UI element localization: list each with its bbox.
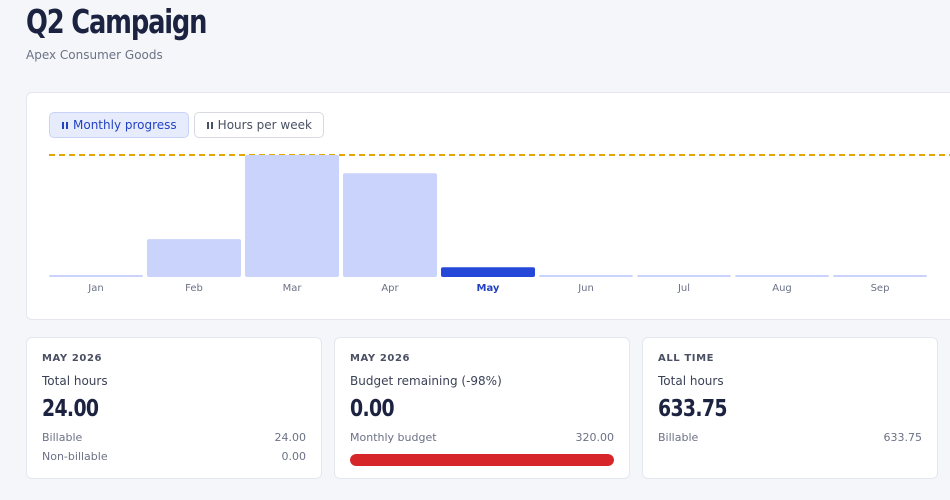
stat-period: MAY 2026 bbox=[350, 353, 411, 364]
row-label: Non-billable bbox=[42, 450, 108, 463]
stat-label: Total hours bbox=[658, 374, 724, 388]
bar-jun[interactable] bbox=[539, 275, 633, 277]
stat-row-non-billable: Non-billable 0.00 bbox=[42, 450, 306, 463]
row-value: 0.00 bbox=[281, 450, 307, 463]
tick-label-sep: Sep bbox=[871, 283, 890, 294]
tick-label-jul: Jul bbox=[677, 283, 690, 294]
stat-value: 24.00 bbox=[42, 396, 99, 422]
budget-progress-bar bbox=[350, 454, 614, 466]
tick-label-jan: Jan bbox=[87, 283, 103, 294]
tick-label-feb: Feb bbox=[185, 283, 203, 294]
stat-label: Total hours bbox=[42, 374, 108, 388]
bar-may[interactable] bbox=[441, 267, 535, 277]
bar-feb[interactable] bbox=[147, 239, 241, 277]
bar-sep[interactable] bbox=[833, 275, 927, 277]
tab-label: Monthly progress bbox=[73, 118, 177, 132]
progress-chart-card: Monthly progress Hours per week Jan Feb Ma… bbox=[26, 92, 950, 320]
bar-jan[interactable] bbox=[49, 275, 143, 277]
row-value: 320.00 bbox=[575, 431, 615, 444]
tick-label-aug: Aug bbox=[772, 283, 792, 294]
stat-row-billable: Billable 633.75 bbox=[658, 431, 922, 444]
client-name: Apex Consumer Goods bbox=[26, 48, 163, 62]
stat-period: ALL TIME bbox=[658, 353, 715, 364]
stat-row-monthly-budget: Monthly budget 320.00 bbox=[350, 431, 614, 444]
stat-card-all-time: ALL TIME Total hours 633.75 Billable 633… bbox=[642, 337, 938, 479]
bar-mar[interactable] bbox=[245, 155, 339, 277]
row-label: Billable bbox=[658, 431, 699, 444]
tab-hours-per-week[interactable]: Hours per week bbox=[193, 112, 324, 138]
tick-label-jun: Jun bbox=[577, 283, 594, 294]
row-value: 633.75 bbox=[883, 431, 923, 444]
row-value: 24.00 bbox=[274, 431, 307, 444]
stat-value: 0.00 bbox=[350, 396, 395, 422]
bar-chart-icon bbox=[206, 121, 213, 129]
tick-label-apr: Apr bbox=[381, 283, 399, 294]
bar-aug[interactable] bbox=[735, 275, 829, 277]
bar-chart-icon bbox=[62, 121, 68, 129]
monthly-progress-chart: Jan Feb Mar Apr May Jun Jul Aug Sep bbox=[49, 154, 950, 294]
stat-value: 633.75 bbox=[658, 396, 728, 422]
tab-monthly-progress[interactable]: Monthly progress bbox=[49, 112, 189, 138]
tick-label-mar: Mar bbox=[283, 283, 303, 294]
page-title: Q2 Campaign bbox=[26, 2, 208, 41]
stat-card-month-hours: MAY 2026 Total hours 24.00 Billable 24.0… bbox=[26, 337, 322, 479]
stat-label: Budget remaining (-98%) bbox=[350, 374, 502, 388]
bar-apr[interactable] bbox=[343, 173, 437, 277]
stat-period: MAY 2026 bbox=[42, 353, 103, 364]
bar-jul[interactable] bbox=[637, 275, 731, 277]
chart-tabs: Monthly progress Hours per week bbox=[49, 112, 324, 138]
tab-label: Hours per week bbox=[217, 118, 312, 132]
stat-card-budget: MAY 2026 Budget remaining (-98%) 0.00 Mo… bbox=[334, 337, 630, 479]
budget-progress-fill bbox=[350, 454, 614, 466]
tick-label-may: May bbox=[477, 283, 500, 294]
row-label: Billable bbox=[42, 431, 83, 444]
row-label: Monthly budget bbox=[350, 431, 437, 444]
stat-row-billable: Billable 24.00 bbox=[42, 431, 306, 444]
